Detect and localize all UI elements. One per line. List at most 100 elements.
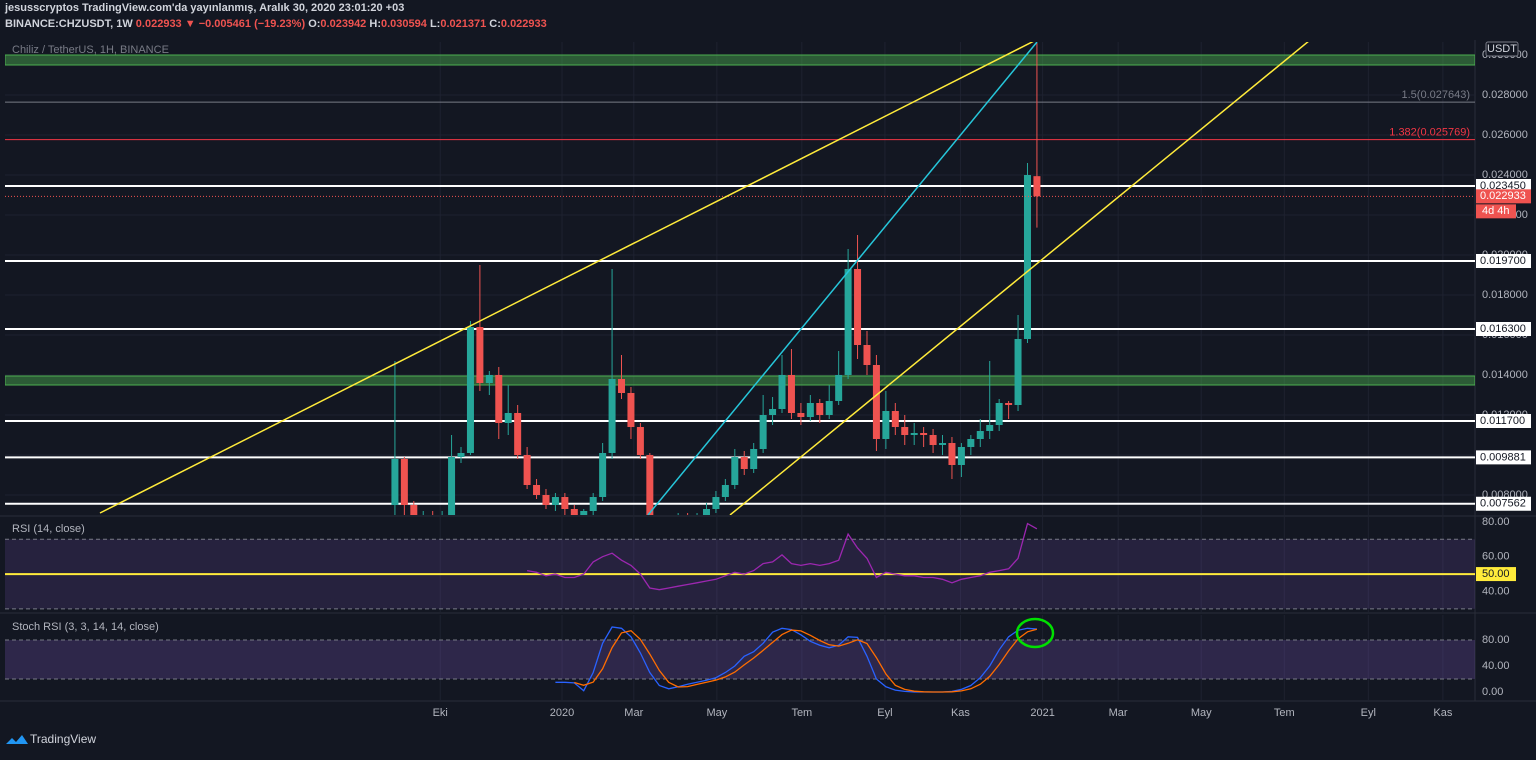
candle-body xyxy=(570,509,578,515)
pane-title: Chiliz / TetherUS, 1H, BINANCE xyxy=(12,44,169,56)
candle-body xyxy=(448,457,456,515)
candle-body xyxy=(533,485,541,495)
candle-body xyxy=(797,413,805,417)
y-tick-label: 60.00 xyxy=(1482,551,1510,563)
candle-body xyxy=(835,375,843,401)
drawings xyxy=(99,42,1309,515)
candle-body xyxy=(740,457,748,469)
candle-body xyxy=(769,409,777,415)
series-line xyxy=(574,628,1038,693)
candle-body xyxy=(1014,339,1022,405)
candle-body xyxy=(967,439,975,447)
candle-body xyxy=(646,455,654,515)
h-label: H: xyxy=(369,18,381,30)
candle-body xyxy=(504,413,512,423)
candle-body xyxy=(787,375,795,413)
candle-body xyxy=(561,497,569,509)
candle-body xyxy=(920,433,928,435)
header-line1: jesusscryptos TradingView.com'da yayınla… xyxy=(4,2,404,14)
candle-body xyxy=(995,403,1003,425)
change: −0.005461 (−19.23%) xyxy=(199,18,306,30)
candle-body xyxy=(1033,176,1041,197)
y-tick-label: 40.00 xyxy=(1482,585,1510,597)
pane-title: Stoch RSI (3, 3, 14, 14, close) xyxy=(12,621,159,633)
o-label: O: xyxy=(308,18,320,30)
candle-body xyxy=(523,455,531,485)
last-close: 0.022933 xyxy=(136,18,182,30)
candle-body xyxy=(400,459,408,505)
header-line2: BINANCE:CHZUSDT, 1W 0.022933 ▼ −0.005461… xyxy=(5,18,547,30)
x-tick-label: 2020 xyxy=(550,707,574,719)
candle-body xyxy=(410,505,418,515)
candle-body xyxy=(882,411,890,439)
candle-body xyxy=(929,435,937,445)
level-label: 0.019700 xyxy=(1480,255,1526,267)
level-label-box xyxy=(1476,496,1531,511)
zone xyxy=(5,54,1475,66)
last-price-label: 0.022933 xyxy=(1480,190,1526,202)
candle-body xyxy=(863,345,871,365)
y-tick-label: 40.00 xyxy=(1482,660,1510,672)
candle-body xyxy=(778,375,786,409)
footer-logo xyxy=(6,735,28,744)
candle-body xyxy=(580,511,588,515)
candle-body xyxy=(986,425,994,431)
series-line xyxy=(526,522,1038,591)
candle-body xyxy=(589,497,597,511)
countdown-box xyxy=(1476,204,1516,219)
candle-body xyxy=(825,401,833,415)
candle-body xyxy=(721,485,729,497)
l-label: L: xyxy=(430,18,440,30)
trendline xyxy=(99,42,1034,514)
fib-label: 1.382(0.025769) xyxy=(1389,127,1470,139)
y-tick-label: 0.024000 xyxy=(1482,169,1528,181)
level-label: 0.016300 xyxy=(1480,323,1526,335)
candle-body xyxy=(476,327,484,383)
x-tick-label: Kas xyxy=(951,707,970,719)
y-tick-label: 0.014000 xyxy=(1482,369,1528,381)
candle-body xyxy=(806,403,814,417)
c-label: C: xyxy=(489,18,501,30)
candle-body xyxy=(551,497,559,505)
y-tick-label: 0.018000 xyxy=(1482,289,1528,301)
candle-body xyxy=(731,457,739,485)
candle-body xyxy=(485,375,493,383)
x-tick-label: Eyl xyxy=(877,707,892,719)
countdown-label: 4d 4h xyxy=(1482,205,1510,217)
y-tick-label: 80.00 xyxy=(1482,516,1510,528)
candle-body xyxy=(910,433,918,435)
o-value: 0.023942 xyxy=(320,18,366,30)
candle-body xyxy=(618,379,626,393)
x-tick-label: Mar xyxy=(624,707,643,719)
candle-body xyxy=(636,427,644,455)
level-label: 50.00 xyxy=(1482,568,1510,580)
highlight-ellipse xyxy=(1015,617,1055,649)
zone xyxy=(5,375,1475,386)
footer-brand: TradingView xyxy=(30,732,96,746)
candle-body xyxy=(901,427,909,435)
candle-body xyxy=(750,449,758,469)
overlay-layer: Eki 2020 Mar May Tem Eyl Kas 2021 Mar May Tem Eyl Ka… xyxy=(12,41,1531,719)
candle-body xyxy=(466,327,474,453)
x-tick-label: 2021 xyxy=(1030,707,1054,719)
candle-body xyxy=(514,413,522,455)
candle-body xyxy=(599,453,607,497)
x-tick-label: Eki xyxy=(433,707,448,719)
series-line xyxy=(555,626,1037,693)
candle-body xyxy=(391,459,399,505)
level-label-box xyxy=(1476,414,1531,428)
arrow: ▼ xyxy=(185,18,196,30)
x-tick-label: Mar xyxy=(1109,707,1128,719)
candle-body xyxy=(457,453,465,457)
candle-body xyxy=(542,495,550,505)
y-tick-label: 0.028000 xyxy=(1482,89,1528,101)
x-tick-label: Kas xyxy=(1433,707,1452,719)
l-value: 0.021371 xyxy=(440,18,486,30)
last-price-box xyxy=(1476,189,1531,204)
candle-body xyxy=(957,447,965,465)
symbol: BINANCE:CHZUSDT, 1W xyxy=(5,18,133,30)
h-value: 0.030594 xyxy=(381,18,428,30)
